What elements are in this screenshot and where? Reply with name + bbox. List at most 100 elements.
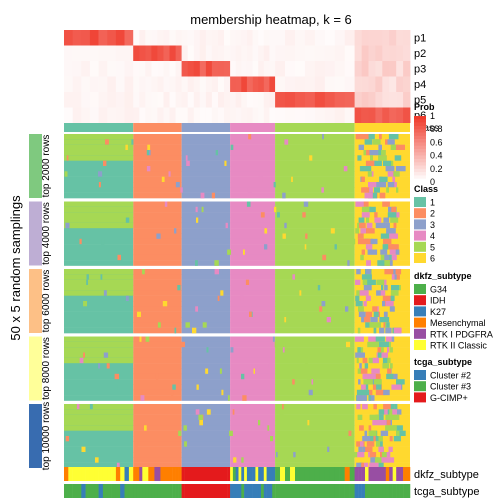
membership-noise — [114, 373, 120, 380]
membership-noise — [382, 295, 388, 302]
membership-block — [133, 363, 182, 369]
prob-cell — [263, 45, 270, 61]
legend-dkfz_subtype-swatch — [414, 284, 426, 294]
membership-noise — [215, 150, 218, 156]
prob-cell — [258, 61, 265, 77]
membership-noise — [185, 322, 190, 328]
legend-tcga_subtype-title: tcga_subtype — [414, 357, 472, 367]
membership-noise — [98, 363, 101, 369]
membership-noise — [391, 144, 400, 151]
membership-block — [354, 244, 410, 250]
membership-noise — [284, 139, 289, 145]
legend-prob-gradient — [414, 135, 426, 140]
membership-block — [181, 295, 231, 302]
annotation-cell — [218, 484, 222, 498]
membership-noise — [355, 301, 363, 307]
annotation-cell — [148, 467, 152, 481]
membership-block — [181, 139, 231, 145]
membership-noise — [260, 212, 265, 218]
membership-noise — [364, 274, 372, 280]
annotation-cell — [151, 467, 155, 481]
membership-block — [275, 171, 355, 177]
annotation-cell — [85, 467, 91, 481]
membership-noise — [175, 182, 180, 188]
membership-block — [275, 155, 355, 161]
annotation-cell — [263, 467, 267, 481]
membership-noise — [369, 187, 373, 193]
prob-cell — [72, 30, 82, 46]
membership-noise — [183, 425, 187, 431]
annotation-cell — [218, 467, 222, 481]
membership-noise — [375, 457, 382, 463]
membership-noise — [378, 441, 383, 447]
prob-cell — [124, 61, 134, 77]
membership-noise — [304, 357, 308, 364]
membership-noise — [383, 238, 392, 245]
membership-noise — [396, 144, 405, 151]
membership-noise — [307, 420, 310, 426]
membership-noise — [381, 150, 386, 156]
membership-block — [181, 206, 231, 213]
membership-noise — [362, 357, 368, 364]
membership-noise — [391, 254, 397, 261]
membership-noise — [372, 139, 381, 145]
annotation-cell — [211, 467, 216, 481]
prob-cell — [230, 92, 237, 108]
prob-cell — [304, 76, 316, 92]
membership-block — [133, 441, 182, 447]
annotation-label: tcga_subtype — [414, 486, 479, 498]
membership-block — [230, 160, 276, 167]
prob-cell — [145, 92, 152, 108]
legend-class-title: Class — [414, 184, 438, 194]
prob-cell — [324, 45, 336, 61]
membership-noise — [391, 244, 399, 250]
membership-noise — [360, 201, 369, 208]
annotation-cell — [184, 467, 189, 481]
membership-block — [275, 373, 355, 380]
prob-cell — [107, 61, 117, 77]
membership-block — [354, 144, 410, 151]
membership-block — [275, 244, 355, 250]
prob-cell — [169, 76, 176, 92]
membership-noise — [384, 254, 391, 261]
membership-noise — [356, 462, 362, 469]
membership-block — [275, 134, 355, 140]
annotation-cell — [64, 484, 69, 498]
membership-block — [230, 238, 276, 245]
membership-block — [354, 212, 410, 218]
membership-block — [230, 301, 276, 307]
membership-noise — [164, 201, 168, 208]
membership-noise — [364, 192, 373, 199]
annotation-cell — [314, 467, 321, 481]
membership-noise — [357, 368, 361, 375]
membership-block — [230, 166, 276, 172]
annotation-cell — [160, 484, 164, 498]
prob-cell — [139, 61, 146, 77]
membership-noise — [357, 233, 364, 240]
legend-prob-gradient — [414, 149, 426, 153]
prob-cell — [368, 107, 376, 123]
prob-cell — [403, 76, 411, 92]
membership-block — [275, 384, 355, 391]
legend-prob-tick: 0.6 — [430, 137, 443, 147]
membership-noise — [343, 166, 348, 172]
legend-prob-gradient — [414, 125, 426, 130]
membership-block — [64, 414, 134, 421]
membership-block — [354, 269, 410, 275]
membership-noise — [362, 373, 368, 380]
prob-cell — [64, 92, 73, 108]
prob-cell — [107, 45, 117, 61]
legend-prob-gradient — [414, 172, 426, 176]
annotation-cell — [290, 484, 296, 498]
prob-cell — [324, 76, 336, 92]
membership-block — [133, 414, 182, 421]
annotation-cell — [166, 484, 170, 498]
membership-noise — [230, 347, 234, 353]
membership-block — [275, 254, 355, 261]
membership-noise — [373, 311, 379, 318]
prob-cell — [314, 30, 326, 46]
membership-noise — [383, 311, 388, 318]
membership-noise — [380, 249, 388, 256]
prob-cell — [246, 45, 253, 61]
membership-noise — [383, 389, 390, 396]
